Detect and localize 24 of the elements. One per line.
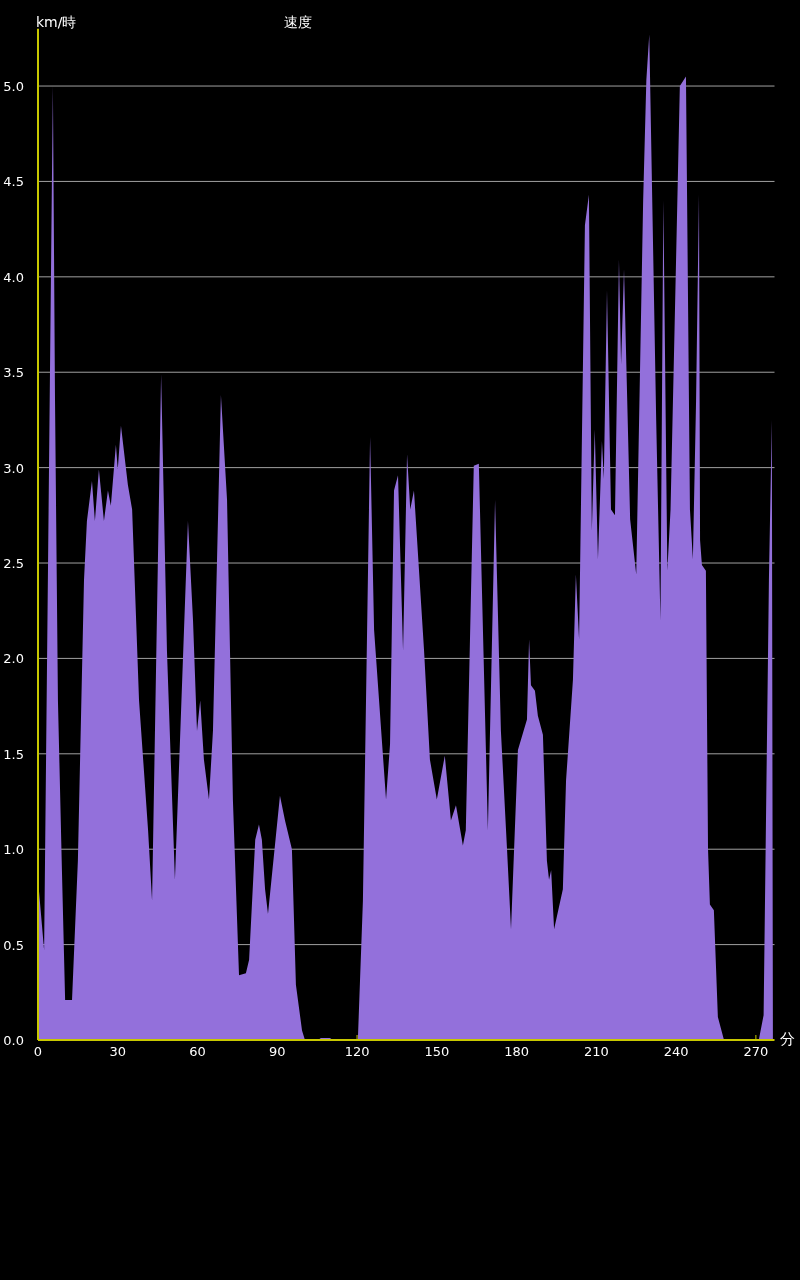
x-tick-label: 210 xyxy=(583,1044,609,1059)
x-tick-label: 240 xyxy=(663,1044,689,1059)
y-tick-label: 4.0 xyxy=(3,269,24,285)
x-axis-title: 分 xyxy=(780,1030,795,1048)
y-tick-label: 5.0 xyxy=(3,79,24,95)
y-axis-title: km/時 xyxy=(36,14,77,30)
y-tick-label: 3.0 xyxy=(3,460,24,476)
x-tick-label: 120 xyxy=(344,1044,370,1059)
x-tick-label: 60 xyxy=(189,1044,206,1059)
y-tick-label: 2.0 xyxy=(3,651,24,667)
y-tick-label: 1.5 xyxy=(3,746,24,762)
x-tick-label: 30 xyxy=(109,1044,127,1059)
y-tick-label: 0.5 xyxy=(3,937,24,953)
y-tick-label: 1.0 xyxy=(3,842,24,858)
y-tick-label: 0.0 xyxy=(3,1033,24,1048)
x-tick-label: 180 xyxy=(504,1044,530,1059)
x-tick-label: 90 xyxy=(269,1044,286,1059)
y-tick-label: 4.5 xyxy=(3,174,24,190)
x-tick-label: 0 xyxy=(33,1044,43,1059)
chart-title: 速度 xyxy=(284,14,312,30)
x-tick-label: 270 xyxy=(743,1044,769,1059)
y-tick-label: 2.5 xyxy=(3,556,24,572)
y-tick-label: 3.5 xyxy=(3,365,24,381)
x-tick-label: 150 xyxy=(424,1044,450,1059)
